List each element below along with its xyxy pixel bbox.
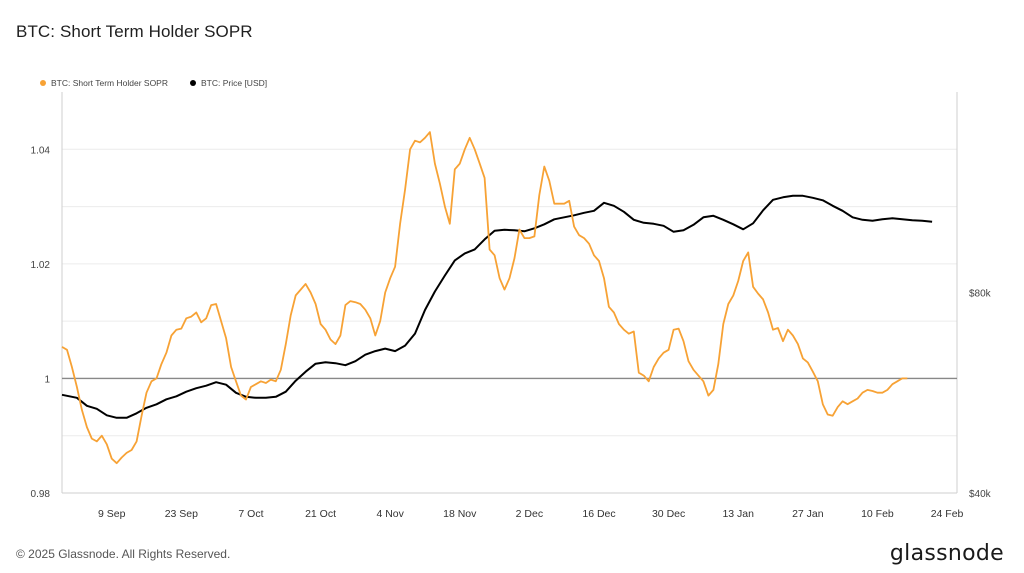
legend-label-sopr: BTC: Short Term Holder SOPR (51, 78, 168, 88)
legend-label-price: BTC: Price [USD] (201, 78, 268, 88)
series-line-sopr (61, 131, 908, 465)
x-tick-label: 9 Sep (98, 508, 126, 520)
x-tick-label: 4 Nov (376, 508, 404, 520)
series-line-price (61, 194, 933, 419)
x-tick-label: 2 Dec (516, 508, 543, 520)
x-tick-label: 16 Dec (582, 508, 615, 520)
x-tick-label: 10 Feb (861, 508, 894, 520)
x-tick-label: 7 Oct (238, 508, 263, 520)
y-left-tick-label: 1.04 (31, 145, 51, 156)
x-tick-label: 18 Nov (443, 508, 477, 520)
x-tick-label: 24 Feb (931, 508, 964, 520)
x-tick-label: 21 Oct (305, 508, 336, 520)
x-tick-label: 27 Jan (792, 508, 824, 520)
y-left-tick-label: 0.98 (31, 489, 51, 500)
y-left-tick-label: 1 (44, 374, 50, 385)
y-right-tick-label: $40k (969, 489, 992, 500)
page-title: BTC: Short Term Holder SOPR (16, 22, 253, 41)
y-right-tick-label: $80k (969, 289, 992, 300)
chart-legend: BTC: Short Term Holder SOPR BTC: Price [… (40, 78, 267, 88)
legend-item-price[interactable]: BTC: Price [USD] (190, 78, 267, 88)
legend-dot-price (190, 80, 196, 86)
legend-dot-sopr (40, 80, 46, 86)
glassnode-logo: glassnode (889, 541, 1004, 566)
y-left-tick-label: 1.02 (31, 260, 51, 271)
x-tick-label: 23 Sep (165, 508, 198, 520)
x-tick-label: 13 Jan (722, 508, 754, 520)
x-tick-label: 30 Dec (652, 508, 685, 520)
legend-item-sopr[interactable]: BTC: Short Term Holder SOPR (40, 78, 168, 88)
copyright-footer: © 2025 Glassnode. All Rights Reserved. (16, 547, 231, 561)
